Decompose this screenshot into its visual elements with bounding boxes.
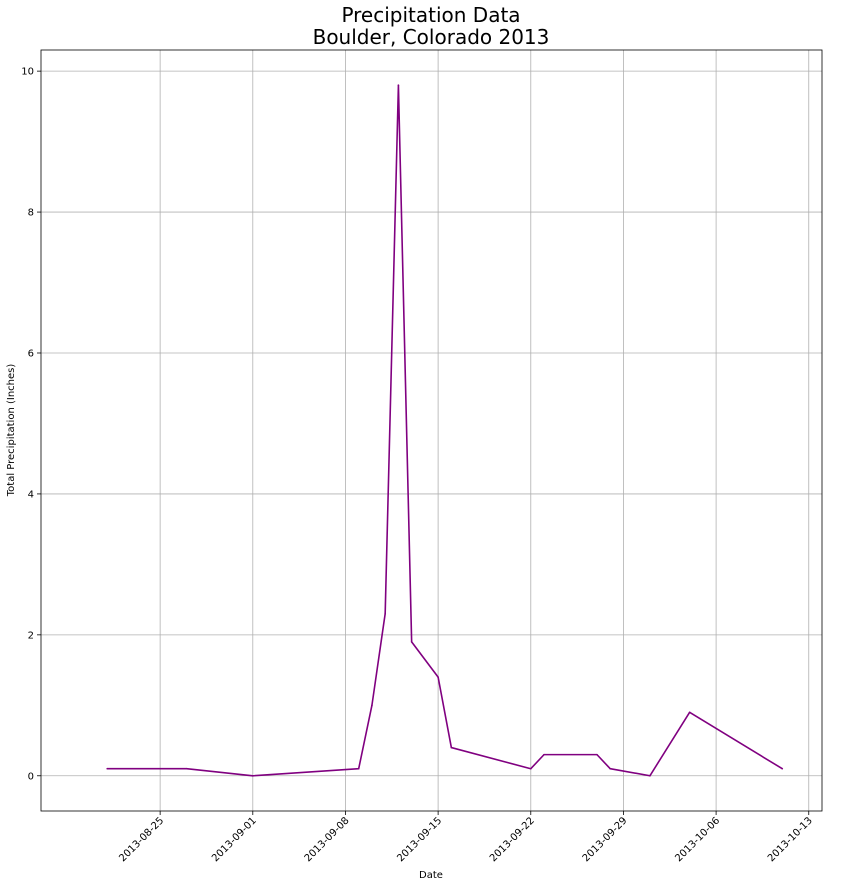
data-point — [357, 767, 360, 770]
y-tick-label: 10 — [21, 67, 34, 78]
y-tick-label: 2 — [28, 630, 34, 641]
data-point — [609, 767, 612, 770]
y-tick-label: 8 — [28, 208, 34, 219]
x-axis-label: Date — [419, 870, 443, 881]
data-point — [106, 767, 108, 770]
x-tick-label: 2013-09-15 — [395, 815, 444, 864]
chart-title-line-1: Precipitation Data — [341, 3, 520, 27]
data-point — [384, 612, 386, 615]
precipitation-line — [107, 84, 783, 777]
x-tick-label: 2013-09-22 — [488, 815, 537, 864]
data-point — [649, 774, 651, 777]
x-tick-label: 2013-08-25 — [117, 815, 166, 864]
data-point — [371, 704, 373, 707]
data-point — [781, 767, 784, 770]
data-point — [529, 767, 532, 770]
data-point — [688, 711, 691, 714]
y-tick-label: 4 — [28, 489, 34, 500]
y-tick-label: 0 — [28, 771, 34, 782]
data-point — [450, 746, 453, 749]
x-tick-label: 2013-09-29 — [581, 815, 630, 864]
series-layer — [106, 84, 784, 777]
tick-layer: 2013-08-25 2013-09-01 2013-09-08 2013-09-15… — [21, 67, 815, 865]
y-tick-label: 6 — [28, 348, 34, 359]
grid-layer — [41, 50, 822, 811]
data-point — [397, 84, 400, 87]
data-point — [251, 774, 254, 777]
data-point — [410, 641, 413, 643]
x-tick-label: 2013-10-13 — [766, 815, 815, 864]
data-point — [437, 676, 439, 678]
data-point — [543, 753, 545, 756]
chart-title-line-2: Boulder, Colorado 2013 — [313, 25, 550, 49]
data-point — [185, 767, 188, 770]
x-tick-label: 2013-09-01 — [210, 815, 259, 864]
data-point — [596, 753, 598, 756]
x-tick-label: 2013-10-06 — [673, 815, 722, 864]
x-tick-label: 2013-09-08 — [303, 815, 352, 864]
y-axis-label: Total Precipitation (Inches) — [6, 364, 17, 498]
plot-frame — [40, 49, 823, 812]
